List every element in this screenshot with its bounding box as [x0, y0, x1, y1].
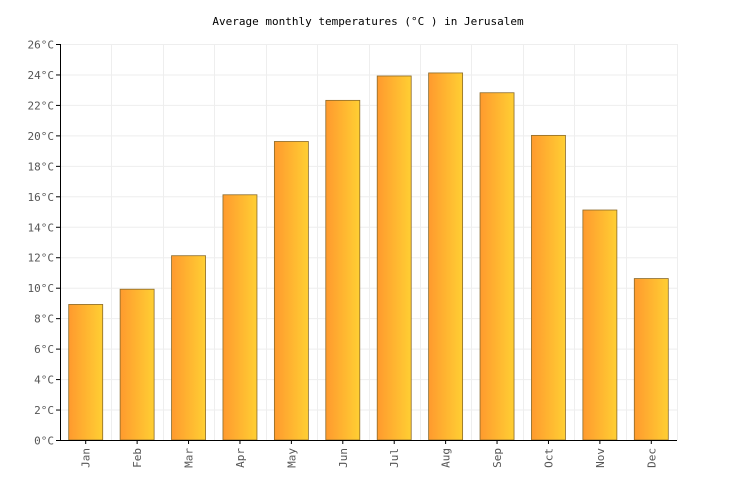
bar-dec — [633, 278, 669, 441]
grid-lines — [60, 44, 678, 441]
x-tick-label: Jun — [337, 448, 350, 468]
x-tick-label: Oct — [542, 448, 555, 468]
bar-mar — [171, 255, 206, 441]
x-tick-label: Mar — [183, 448, 196, 468]
y-tick-label: 16°C — [28, 191, 55, 204]
x-tick-label: Apr — [234, 448, 247, 468]
y-tick-label: 18°C — [28, 160, 55, 173]
bar-apr — [222, 194, 258, 441]
y-tick-label: 20°C — [28, 130, 55, 143]
x-tick-label: Aug — [440, 448, 453, 468]
bar-aug — [428, 72, 464, 441]
bar-nov — [582, 209, 618, 441]
y-tick-label: 24°C — [28, 69, 55, 82]
y-tick-label: 12°C — [28, 252, 55, 265]
x-tick-label: May — [285, 448, 298, 468]
y-tick-label: 22°C — [28, 99, 55, 112]
x-tick-label: Feb — [131, 448, 144, 468]
y-tick-label: 4°C — [34, 374, 54, 387]
x-tick-label: Nov — [594, 448, 607, 468]
y-tick-label: 10°C — [28, 282, 55, 295]
x-tick-label: Dec — [645, 448, 658, 468]
bar-oct — [531, 134, 566, 441]
bar-jun — [325, 99, 361, 441]
x-tick-label: Jan — [80, 448, 93, 468]
bar-jul — [376, 75, 412, 441]
bars-group — [68, 72, 669, 441]
bar-feb — [119, 288, 155, 441]
y-axis-ticks: 0°C 2°C 4°C 6°C 8°C 10°C 12°C 14°C 16°C 18°C 20°C 2… — [28, 39, 60, 448]
bar-sep — [479, 92, 515, 441]
bar-may — [273, 141, 309, 441]
y-tick-label: 2°C — [34, 404, 54, 417]
x-axis-ticks: Jan Feb Mar Apr May Jun Jul Aug Sep Oct Nov Dec — [80, 440, 658, 468]
y-tick-label: 14°C — [28, 221, 55, 234]
bar-jan — [68, 304, 104, 441]
y-tick-label: 0°C — [34, 435, 54, 448]
x-tick-label: Sep — [491, 448, 504, 468]
y-tick-label: 26°C — [28, 39, 55, 52]
x-tick-label: Jul — [388, 448, 401, 468]
chart-title: Average monthly temperatures (°C ) in Je… — [212, 15, 524, 28]
y-tick-label: 6°C — [34, 343, 54, 356]
y-tick-label: 8°C — [34, 313, 54, 326]
